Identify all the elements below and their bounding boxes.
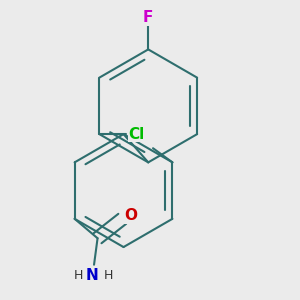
Text: N: N [86,268,99,283]
Text: Cl: Cl [128,127,145,142]
Text: F: F [143,10,153,25]
Text: H: H [74,269,83,282]
Text: O: O [124,208,138,223]
Text: H: H [103,269,113,282]
